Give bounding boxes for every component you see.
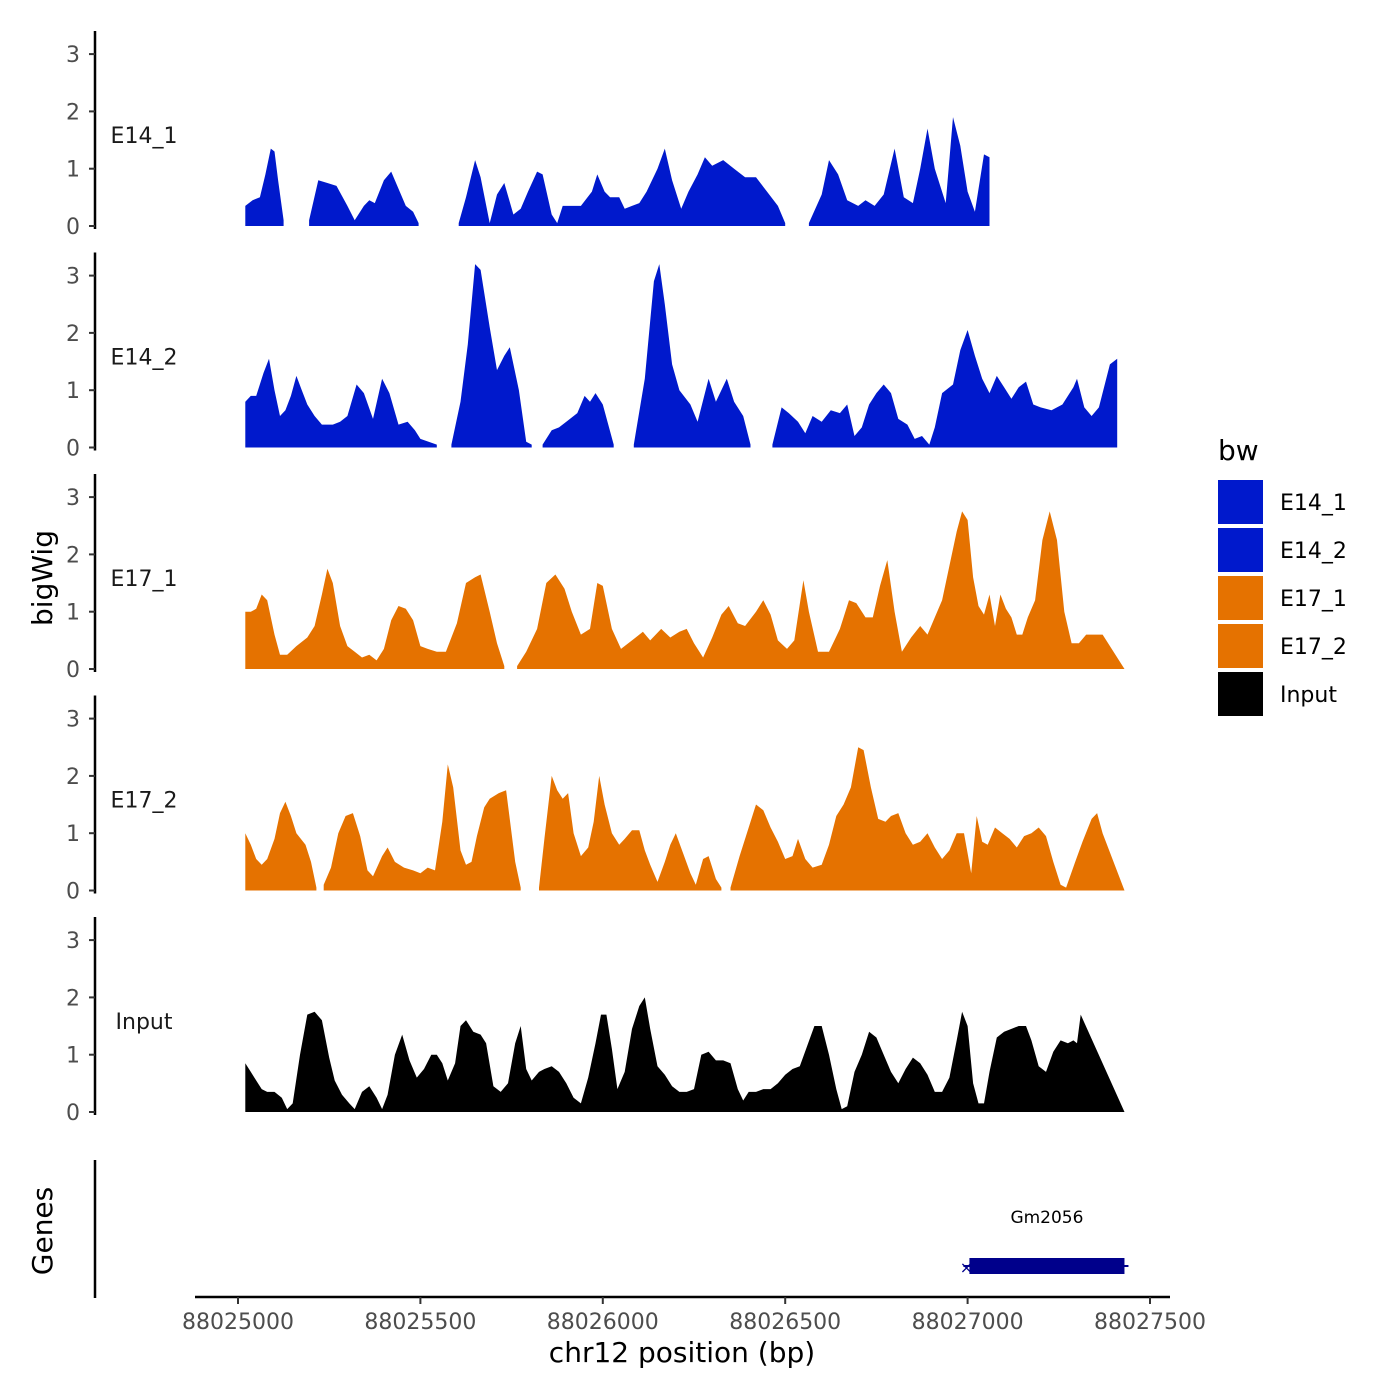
- coverage-area-E17_2: [323, 764, 521, 891]
- track-label: E17_2: [111, 789, 178, 814]
- x-tick-label: 88026500: [729, 1310, 841, 1335]
- y-axis-title: bigWig: [26, 530, 59, 626]
- x-tick-label: 88027000: [912, 1310, 1024, 1335]
- y-tick-label: 3: [66, 265, 80, 290]
- y-tick-label: 1: [66, 822, 80, 847]
- track-E17_1: 0 1 2 3 E17_1: [66, 474, 1125, 683]
- y-tick-label: 0: [66, 437, 80, 462]
- coverage-area-E14_1: [245, 148, 284, 226]
- legend-swatch: [1218, 672, 1263, 716]
- coverage-area-Input: [245, 997, 1125, 1112]
- coverage-area-E14_2: [633, 264, 751, 448]
- strand-arrow-icon: ×: [960, 1258, 973, 1277]
- legend-label: E17_1: [1280, 587, 1347, 612]
- legend-swatch: [1218, 528, 1263, 572]
- coverage-area-E14_1: [808, 117, 990, 226]
- y-tick-label: 1: [66, 379, 80, 404]
- coverage-area-E14_1: [309, 171, 419, 226]
- legend-swatch: [1218, 480, 1263, 524]
- coverage-area-E14_1: [458, 148, 786, 226]
- coverage-area-E14_2: [451, 264, 532, 448]
- y-tick-label: 2: [66, 322, 80, 347]
- x-tick-label: 88027500: [1094, 1310, 1206, 1335]
- track-label: E17_1: [111, 567, 178, 592]
- y-tick-label: 0: [66, 215, 80, 240]
- y-tick-label: 3: [66, 43, 80, 68]
- y-tick-label: 2: [66, 986, 80, 1011]
- coverage-area-E14_2: [772, 330, 1118, 448]
- y-tick-label: 2: [66, 543, 80, 568]
- coverage-area-E14_2: [245, 358, 437, 448]
- legend-label: E14_1: [1280, 491, 1347, 516]
- legend-label: E14_2: [1280, 539, 1347, 564]
- y-tick-label: 0: [66, 658, 80, 683]
- x-tick-label: 88025000: [182, 1310, 294, 1335]
- y-tick-label: 1: [66, 158, 80, 183]
- legend: bw E14_1 E14_2 E17_1 E17_2 Input: [1218, 434, 1347, 716]
- track-E17_2: 0 1 2 3 E17_2: [66, 695, 1125, 905]
- gene-label: Gm2056: [1010, 1208, 1083, 1228]
- legend-swatch: [1218, 624, 1263, 668]
- y-tick-label: 1: [66, 1044, 80, 1069]
- y-tick-label: 3: [66, 708, 80, 733]
- y-tick-label: 1: [66, 601, 80, 626]
- legend-label: Input: [1280, 683, 1337, 708]
- x-tick-label: 88025500: [364, 1310, 476, 1335]
- coverage-area-E17_1: [245, 568, 505, 669]
- coverage-area-E17_2: [245, 801, 317, 891]
- y-tick-label: 2: [66, 100, 80, 125]
- track-label: E14_1: [111, 124, 178, 149]
- x-axis: 88025000 88025500 88026000 88026500 88027000…: [182, 1295, 1206, 1335]
- y-tick-label: 0: [66, 880, 80, 905]
- track-label: Input: [116, 1010, 173, 1035]
- track-Input: 0 1 2 3 Input: [66, 917, 1125, 1126]
- genes-track: × Gm2056: [93, 1160, 1129, 1298]
- x-axis-title: chr12 position (bp): [549, 1336, 815, 1369]
- genes-axis-title: Genes: [26, 1187, 59, 1275]
- coverage-area-E14_2: [542, 393, 614, 448]
- legend-swatch: [1218, 576, 1263, 620]
- y-tick-label: 2: [66, 765, 80, 790]
- legend-title: bw: [1218, 434, 1259, 467]
- coverage-area-E17_2: [730, 747, 1125, 891]
- coverage-area-E17_1: [517, 511, 1125, 669]
- track-label: E14_2: [111, 346, 178, 371]
- track-E14_1: 0 1 2 3 E14_1: [66, 31, 990, 240]
- y-tick-label: 0: [66, 1101, 80, 1126]
- y-tick-label: 3: [66, 486, 80, 511]
- coverage-tracks: 0 1 2 3 E14_1 0 1 2 3 E14_2 0 1 2 3 E17_1 0 1 2 3 E17_2 0 1 2 3…: [66, 31, 1125, 1126]
- legend-label: E17_2: [1280, 635, 1347, 660]
- x-tick-label: 88026000: [547, 1310, 659, 1335]
- y-tick-label: 3: [66, 929, 80, 954]
- coverage-area-E17_2: [539, 775, 722, 891]
- track-E14_2: 0 1 2 3 E14_2: [66, 252, 1118, 462]
